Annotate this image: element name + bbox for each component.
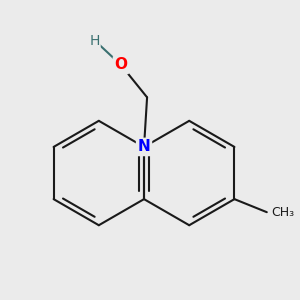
Text: CH₃: CH₃: [272, 206, 295, 219]
Text: H: H: [89, 34, 100, 48]
Text: N: N: [138, 140, 150, 154]
Text: O: O: [115, 58, 128, 73]
